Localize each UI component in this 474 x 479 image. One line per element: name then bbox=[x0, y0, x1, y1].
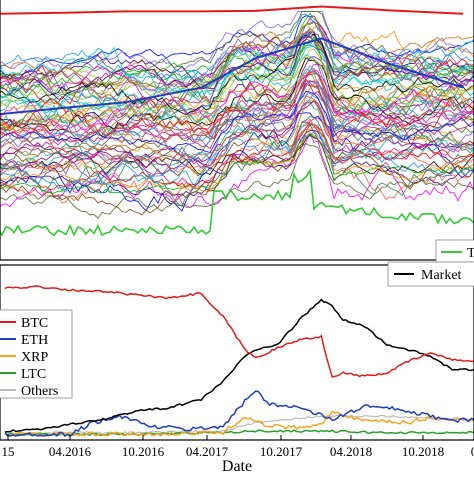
coin-legend-label: Others bbox=[21, 384, 58, 399]
coin-legend-label: ETH bbox=[21, 333, 48, 348]
top-background-series-line bbox=[0, 125, 474, 215]
x-tick-label: 10.2018 bbox=[402, 444, 444, 459]
bottom-panel-x-ticks: 15 04.2016 10.2016 04.2017 10.2017 04.2018 10.… bbox=[2, 435, 474, 459]
coin-legend: BTC ETH XRP LTC Others bbox=[0, 310, 72, 399]
x-tick-label: 04.2017 bbox=[186, 444, 229, 459]
x-tick-label: 15 bbox=[2, 444, 15, 459]
coin-legend-label: XRP bbox=[21, 350, 48, 365]
x-tick-label: 10.2017 bbox=[260, 444, 303, 459]
coin-legend-label: BTC bbox=[21, 316, 48, 331]
x-tick-label: 10.2016 bbox=[122, 444, 165, 459]
bottom-series-line-market bbox=[5, 300, 474, 432]
bottom-series-line-eth bbox=[5, 391, 474, 436]
top-panel-background-series bbox=[0, 11, 474, 235]
top-panel-legend: T bbox=[436, 240, 474, 262]
coin-legend-label: LTC bbox=[21, 367, 46, 382]
x-axis-label: Date bbox=[222, 458, 252, 474]
market-legend-label: Market bbox=[421, 268, 462, 283]
bottom-panel-series bbox=[5, 286, 474, 436]
market-legend: Market bbox=[388, 262, 474, 286]
top-legend-label: T bbox=[467, 246, 474, 261]
x-tick-label: 04.2016 bbox=[49, 444, 92, 459]
bottom-panel-plot: 15 04.2016 10.2016 04.2017 10.2017 04.2018 10.… bbox=[0, 262, 474, 474]
x-tick-label: 04.2018 bbox=[330, 444, 372, 459]
top-panel-plot: T bbox=[0, 0, 474, 262]
top-highlight-series-line bbox=[0, 7, 463, 14]
bottom-series-line-btc bbox=[5, 286, 474, 377]
